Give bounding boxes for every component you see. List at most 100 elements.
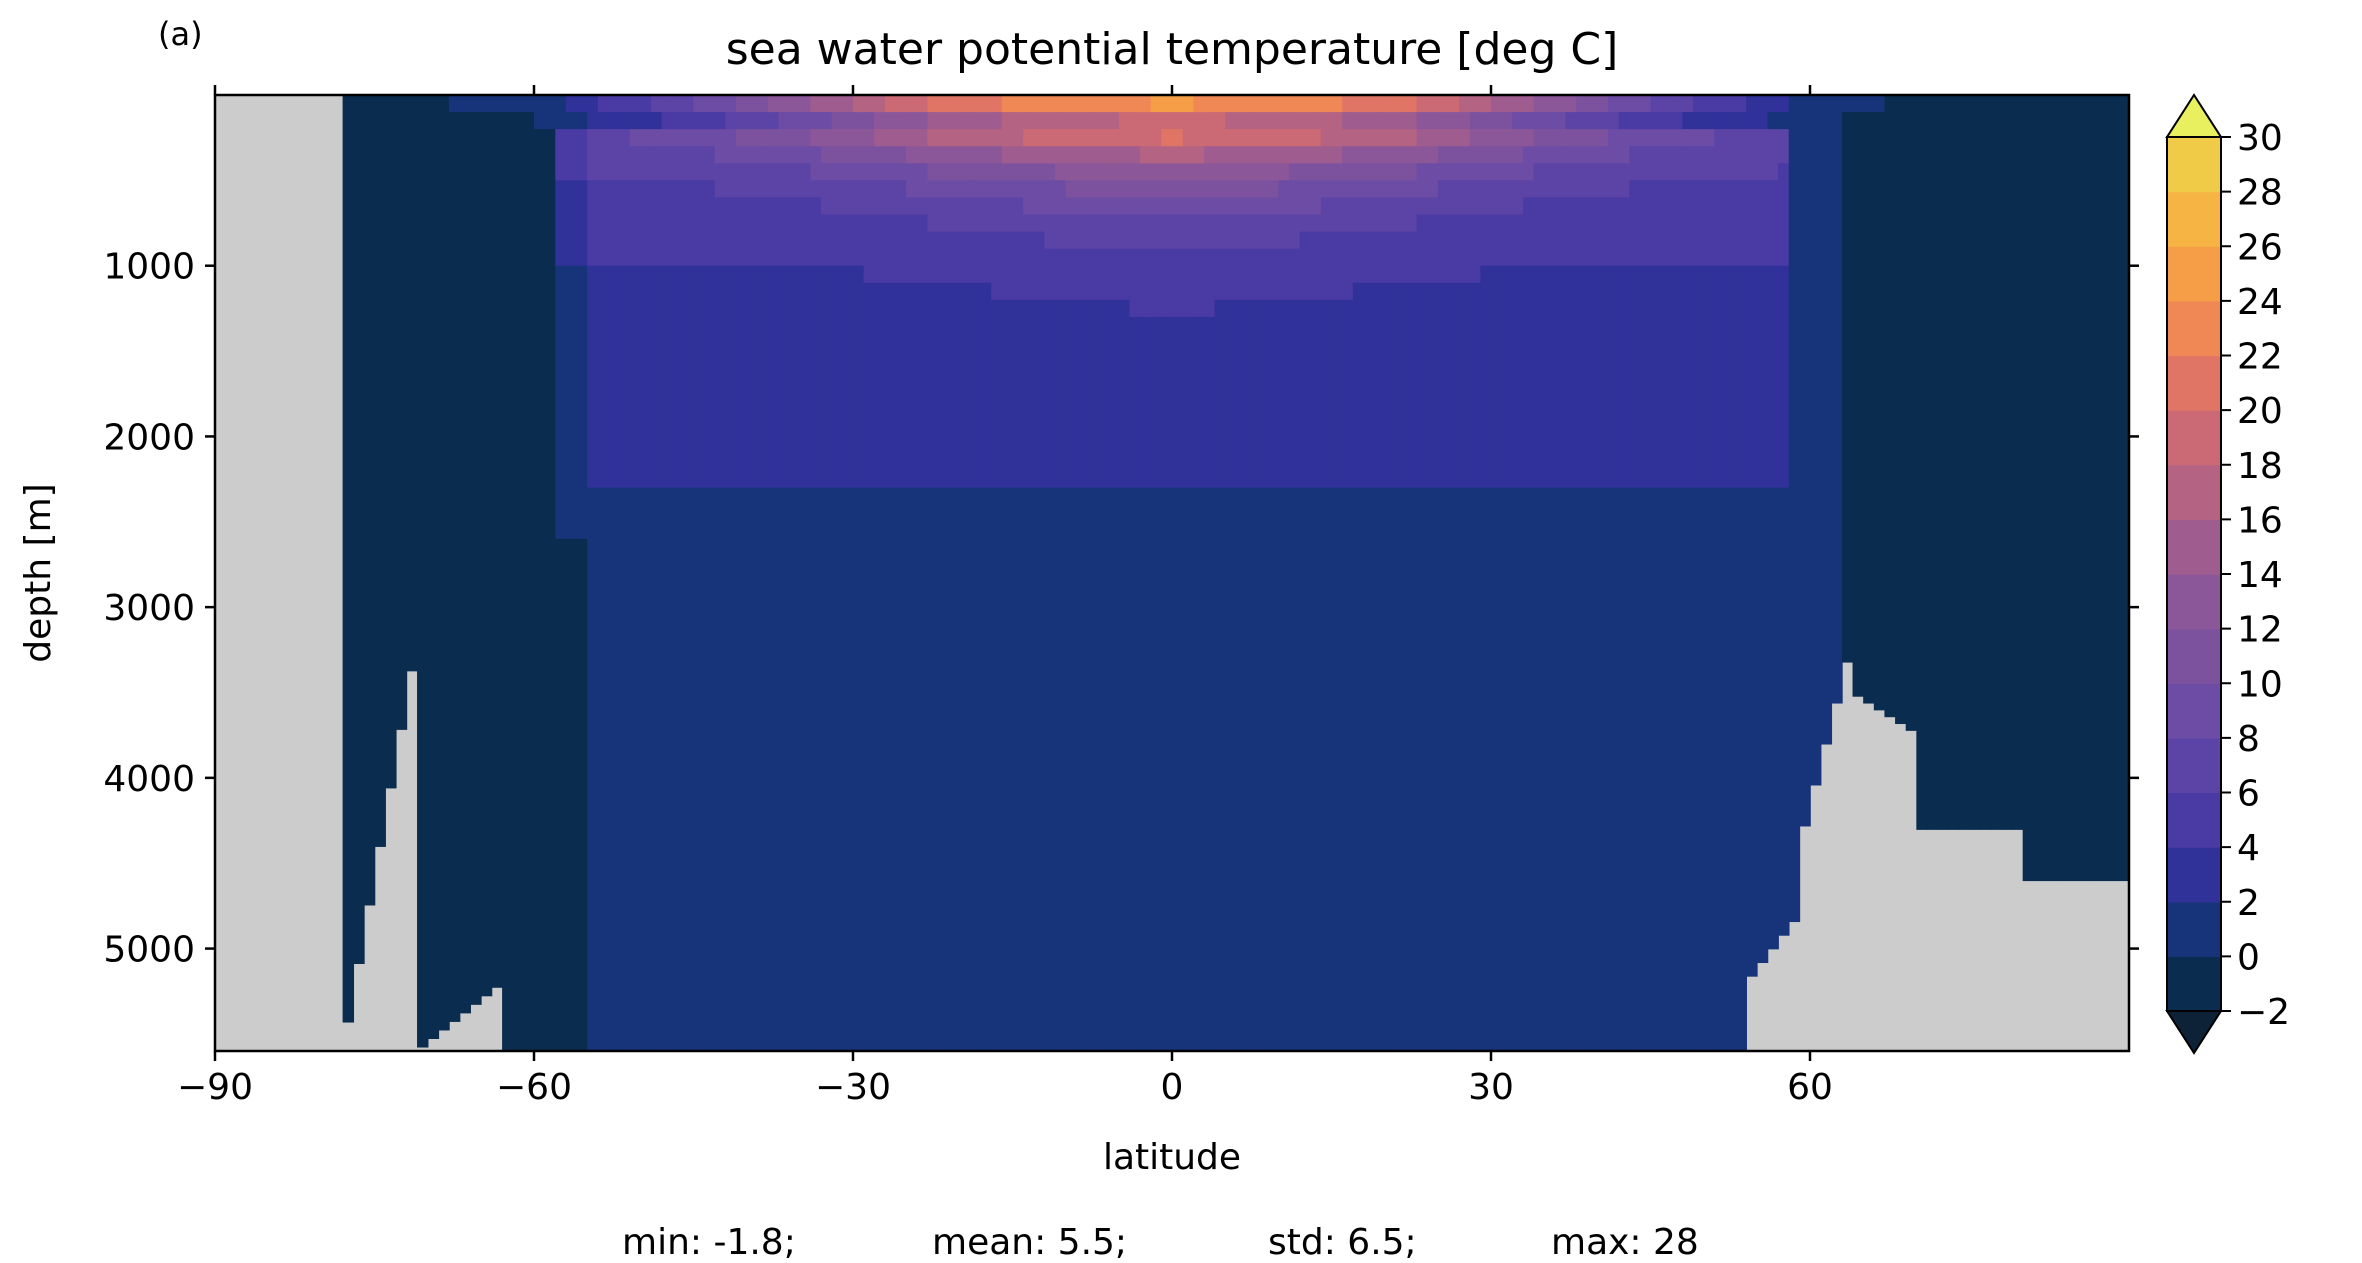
temperature-cell [512,95,525,113]
temperature-cell [395,95,408,730]
temperature-cell [1491,265,1503,489]
temperature-cell [1533,112,1545,130]
temperature-cell [1331,95,1343,113]
temperature-cell [1639,129,1652,148]
temperature-cell [746,112,759,130]
temperature-cell [714,197,727,267]
temperature-cell [821,129,833,148]
temperature-cell [1278,146,1290,165]
colorbar-segment [2167,464,2221,520]
temperature-cell [1193,197,1205,216]
temperature-cell [874,112,886,130]
temperature-cell [1629,265,1641,489]
temperature-cell [757,146,769,165]
temperature-cell [1427,214,1439,284]
temperature-cell [1012,146,1024,165]
temperature-cell [853,146,865,165]
temperature-cell [1150,180,1163,199]
temperature-cell [1565,112,1577,130]
temperature-cell [1172,112,1184,130]
colorbar-tick-label: 4 [2237,828,2260,869]
temperature-cell [1703,129,1716,148]
colorbar-segment [2167,847,2221,903]
temperature-cell [544,95,557,130]
temperature-cell [1246,146,1258,165]
temperature-cell [1629,112,1641,130]
temperature-cell [629,129,642,148]
temperature-cell [1363,282,1375,489]
temperature-cell [810,197,822,267]
temperature-cell [1023,95,1035,113]
temperature-cell [650,129,663,148]
temperature-cell [1310,214,1322,233]
temperature-cell [969,146,982,165]
temperature-cell [1544,95,1556,113]
temperature-cell [1320,231,1333,301]
temperature-cell [1342,231,1354,301]
temperature-cell [1044,112,1056,130]
temperature-cell [1405,197,1418,233]
temperature-cell [502,95,514,113]
temperature-cell [597,265,610,489]
temperature-cell [821,487,833,1052]
temperature-cell [1522,180,1535,199]
temperature-cell [1724,112,1737,130]
temperature-cell [1352,180,1365,199]
temperature-cell [406,95,418,672]
temperature-cell [746,95,759,113]
temperature-cell [1076,146,1088,165]
temperature-cell [1172,95,1184,113]
temperature-cell [576,112,588,130]
temperature-cell [1639,180,1652,267]
temperature-cell [1714,95,1726,113]
temperature-cell [1161,197,1173,216]
temperature-cell [938,282,950,489]
temperature-cell [1469,112,1482,130]
temperature-cell [1650,129,1662,148]
temperature-cell [1044,299,1056,489]
temperature-cell [1714,112,1726,130]
stat-item: mean: 5.5; [932,1222,1127,1263]
temperature-cell [778,95,790,113]
temperature-cell [1671,265,1684,489]
temperature-cell [565,180,578,267]
temperature-cell [1023,129,1035,148]
temperature-cell [980,163,993,182]
temperature-cell [1522,265,1535,489]
temperature-cell [1288,487,1301,1052]
temperature-cell [1288,95,1301,113]
temperature-cell [1172,487,1184,1052]
temperature-cell [587,95,599,130]
temperature-cell [640,129,652,148]
temperature-cell [725,129,737,165]
temperature-cell [1374,163,1386,182]
temperature-cell [1767,487,1779,950]
temperature-cell [512,112,525,1052]
temperature-cell [991,146,1003,165]
temperature-cell [2107,95,2120,882]
temperature-cell [980,129,993,148]
temperature-cell [587,265,599,489]
temperature-cell [1427,95,1439,113]
temperature-cell [1480,163,1492,182]
temperature-cell [1618,129,1631,165]
temperature-cell [863,282,876,489]
temperature-cell [1480,146,1492,165]
temperature-cell [821,112,833,130]
temperature-cell [1427,487,1439,1052]
temperature-cell [682,129,695,148]
temperature-cell [810,129,822,148]
temperature-cell [661,265,674,489]
colorbar-tick-label: 12 [2237,610,2283,651]
temperature-cell [1352,163,1365,182]
temperature-cell [1161,95,1173,113]
temperature-cell [1001,197,1014,233]
temperature-cell [1810,95,1822,786]
temperature-cell [1724,265,1737,489]
temperature-cell [1767,265,1779,489]
colorbar-tick-label: 18 [2237,446,2283,487]
temperature-cell [1086,487,1099,1052]
temperature-cell [1395,95,1407,113]
temperature-cell [991,163,1003,182]
